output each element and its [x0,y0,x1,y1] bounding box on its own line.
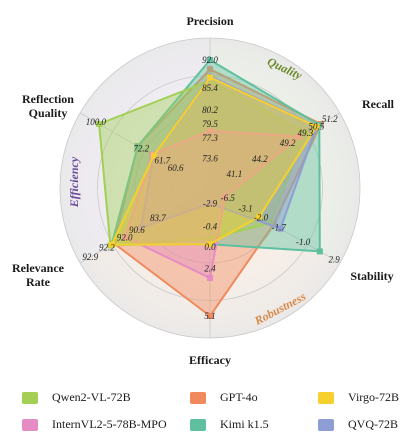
point-internvl2-5-78b-mpo [295,133,302,140]
legend-swatch [190,418,206,431]
value-label: 77.3 [202,133,218,143]
value-label: 49.2 [280,138,296,148]
point-kimi-k1-5 [316,248,323,255]
point-virgo-72b [256,213,263,220]
point-qwen2-vl-72b [302,129,309,136]
point-internvl2-5-78b-mpo [207,127,213,134]
point-gpt-4o [207,66,213,73]
value-label: 49.3 [297,128,313,138]
value-label: -0.4 [203,221,218,231]
legend-label: QVQ-72B [348,417,398,431]
value-label: 2.9 [329,255,341,265]
legend-label: InternVL2-5-78B-MPO [52,417,167,431]
point-kimi-k1-5 [134,143,141,150]
value-label: -3.1 [238,203,252,213]
legend-item-kimi-k1-5: Kimi k1.5 [190,417,269,432]
legend-swatch [318,391,334,404]
value-label: 0.0 [204,242,216,252]
value-label: -2.0 [254,212,269,222]
legend-label: GPT-4o [220,390,258,404]
legend-item-gpt-4o: GPT-4o [190,390,258,405]
legend-swatch [22,391,38,404]
point-virgo-72b [207,241,213,248]
axis-label-reflection-quality: Reflection Quality [22,92,74,120]
axis-label-relevance-rate: Relevance Rate [12,261,65,289]
value-label: 61.7 [154,155,170,165]
legend-swatch [22,418,38,431]
value-label: 92.0 [117,232,133,242]
point-kimi-k1-5 [207,57,213,63]
point-virgo-72b [207,74,213,81]
point-virgo-72b [313,123,320,130]
legend-item-qwen2-vl-72b: Qwen2-VL-72B [22,390,131,405]
axis-label-stability: Stability [350,269,393,283]
value-label: 79.5 [202,119,218,129]
value-label: 92.2 [99,243,115,253]
point-qwen2-vl-72b [207,235,213,242]
axis-label-precision: Precision [186,14,233,28]
point-internvl2-5-78b-mpo [121,234,128,241]
point-qvq-72b [207,200,213,207]
value-label: 72.2 [133,143,149,153]
value-label: -6.5 [221,193,236,203]
value-label: 5.1 [204,311,215,321]
value-label: 90.6 [129,225,145,235]
value-label: 92.9 [82,252,98,262]
value-label: 51.2 [322,114,338,124]
series-polygons [96,57,324,319]
legend-item-virgo-72b: Virgo-72B [318,390,399,405]
point-qwen2-vl-72b [267,219,274,226]
group-label-efficiency: Efficiency [67,156,81,208]
axis-labels: Precision Recall Stability Efficacy Relevanc… [12,14,395,367]
value-label: 2.4 [204,264,216,274]
axis-label-efficacy: Efficacy [189,353,231,367]
value-label: -1.7 [272,223,287,233]
legend: Qwen2-VL-72B InternVL2-5-78B-MPO GPT-4o Kim… [0,380,419,445]
value-label: 83.7 [150,213,166,223]
value-label: -2.9 [203,198,218,208]
value-label: 92.0 [202,55,218,65]
value-labels: 92.0 85.4 80.2 79.5 77.3 73.6 51.250.549.349.2… [82,55,340,321]
point-qwen2-vl-72b [96,121,103,127]
point-gpt-4o [207,313,213,319]
value-label: 44.2 [252,154,268,164]
point-virgo-72b [108,241,115,248]
point-gpt-4o [270,221,277,228]
legend-swatch [190,391,206,404]
point-qvq-72b [137,224,144,231]
point-qwen2-vl-72b [207,77,213,84]
value-label: 80.2 [202,105,218,115]
value-label: 73.6 [202,154,218,164]
point-virgo-72b [150,152,157,159]
legend-label: Qwen2-VL-72B [52,390,131,404]
value-label: 60.6 [168,163,184,173]
value-label: 50.5 [309,122,325,132]
value-label: -1.0 [296,237,311,247]
legend-swatch [318,418,334,431]
legend-item-qvq-72b: QVQ-72B [318,417,398,432]
value-label: 100.0 [86,117,107,127]
point-internvl2-5-78b-mpo [222,193,229,200]
radar-chart: 92.0 85.4 80.2 79.5 77.3 73.6 51.250.549.349.2… [12,14,395,367]
point-internvl2-5-78b-mpo [207,275,213,282]
value-label: 41.1 [227,169,243,179]
value-label: 85.4 [202,83,218,93]
legend-item-internvl2-5-78b-mpo: InternVL2-5-78B-MPO [22,417,167,432]
axis-label-recall: Recall [362,97,395,111]
point-qvq-72b [277,225,284,232]
legend-label: Virgo-72B [348,390,400,404]
legend-label: Kimi k1.5 [220,417,269,431]
